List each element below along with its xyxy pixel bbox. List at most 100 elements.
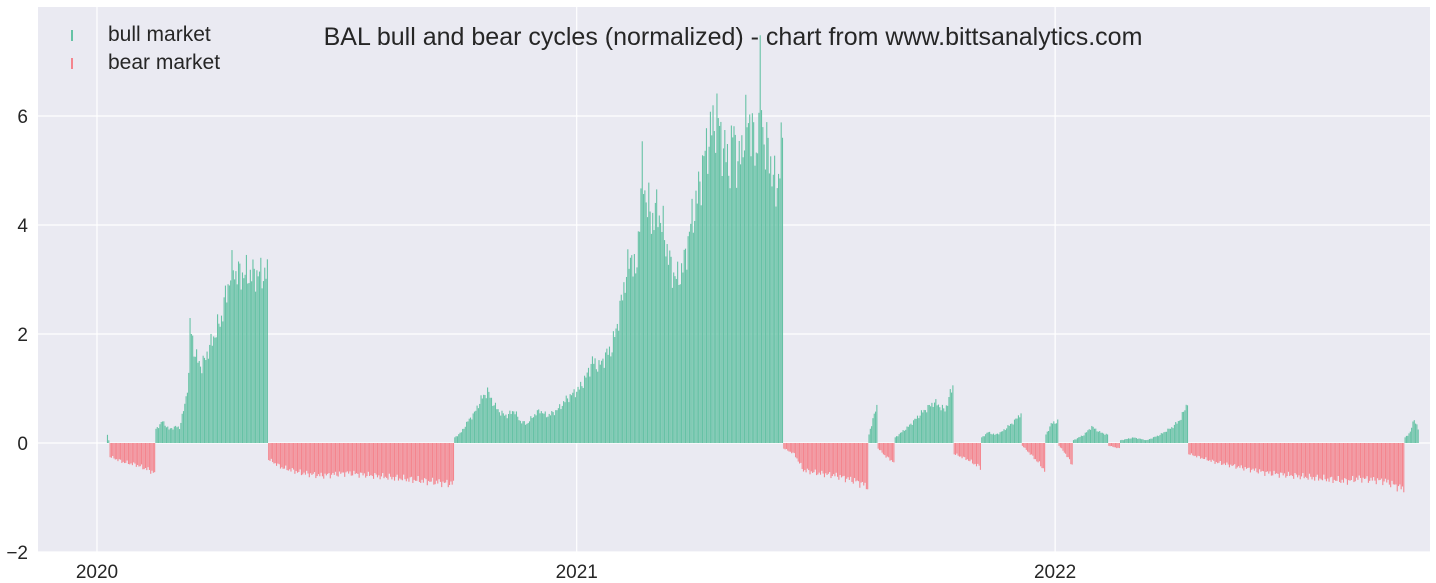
bull-bar [207, 358, 209, 443]
bull-bar [266, 259, 268, 443]
bear-bar [784, 443, 786, 450]
bear-bar [383, 443, 385, 479]
bear-bar [1198, 443, 1200, 457]
bull-bar [1015, 418, 1017, 443]
bull-bar [873, 413, 875, 443]
bull-bar [1074, 439, 1076, 443]
bull-bar [580, 381, 582, 443]
bear-bar [150, 443, 152, 474]
bull-bar [1129, 438, 1131, 443]
bear-bar [152, 443, 154, 473]
bear-bar [813, 443, 815, 473]
bull-bar [203, 357, 206, 443]
bull-bar [176, 427, 178, 443]
bull-bar [197, 362, 199, 443]
bull-bar [619, 300, 621, 443]
bear-bar [1283, 443, 1286, 474]
bull-bar [1407, 435, 1409, 443]
bear-bar [1339, 443, 1341, 482]
bear-bar [1266, 443, 1269, 472]
bull-bar [540, 411, 542, 443]
bear-bar [1295, 443, 1297, 475]
bear-bar [403, 443, 405, 475]
bull-bar [734, 134, 736, 443]
bull-bar [504, 415, 506, 443]
bull-bar [487, 387, 489, 443]
bear-bar [1344, 443, 1346, 479]
bull-bar [582, 387, 584, 443]
bull-bar [682, 272, 684, 443]
bull-bar [589, 376, 591, 443]
bear-bar [1303, 443, 1305, 479]
bull-bar [493, 405, 495, 443]
bull-bar [591, 356, 593, 443]
bull-bar [456, 436, 458, 443]
bear-bar [1342, 443, 1345, 483]
bull-bar [721, 175, 723, 444]
bull-bar [665, 256, 667, 443]
bear-bar [1403, 443, 1405, 493]
bull-bar [686, 269, 688, 443]
bear-bar [413, 443, 415, 480]
bear-bar [1197, 443, 1199, 456]
bull-bar [251, 281, 253, 443]
bear-bar [1395, 443, 1397, 485]
bull-bar [948, 397, 950, 443]
bull-bar [911, 424, 913, 443]
bull-bar [940, 410, 942, 443]
bear-bar [1239, 443, 1241, 468]
bull-bar [780, 122, 782, 443]
bull-bar [633, 254, 635, 443]
bear-bar [844, 443, 846, 483]
bull-bar [910, 423, 912, 443]
bull-bar [522, 421, 524, 443]
bear-bar [283, 443, 285, 469]
bull-bar [1141, 439, 1143, 443]
bull-bar [466, 421, 468, 443]
bull-bar [194, 356, 196, 443]
bear-bar [1211, 443, 1213, 460]
bull-bar [1095, 428, 1097, 443]
bull-bar [521, 423, 523, 443]
bull-bar [944, 411, 946, 443]
bull-bar [605, 352, 607, 443]
bull-bar [476, 405, 478, 443]
bear-bar [1243, 443, 1245, 471]
bear-bar [325, 443, 327, 476]
bull-bar [941, 404, 943, 443]
bear-bar [1327, 443, 1329, 479]
bull-bar [464, 426, 466, 443]
bull-bar [1175, 422, 1177, 443]
bear-bar [438, 443, 440, 480]
bull-bar [165, 427, 167, 443]
bull-bar [936, 405, 938, 443]
bull-bar [593, 363, 595, 443]
bear-bar [154, 443, 156, 473]
bull-bar [728, 175, 730, 444]
bull-bar [190, 333, 192, 443]
bull-bar [180, 422, 182, 443]
bull-bar [740, 164, 742, 443]
bear-bar [392, 443, 394, 478]
bull-bar [210, 333, 212, 443]
bull-bar [658, 215, 660, 443]
bear-bar [1396, 443, 1398, 492]
bull-bar [692, 232, 694, 443]
bull-bar [1120, 440, 1122, 443]
bear-bar [273, 443, 275, 464]
bear-bar [1278, 443, 1280, 478]
bear-bar [387, 443, 389, 480]
bear-bar [1042, 443, 1044, 469]
bull-bar [1104, 434, 1106, 443]
bull-bar [1124, 439, 1126, 443]
bear-bar [117, 443, 119, 462]
bull-bar [1003, 429, 1005, 443]
bull-bar [192, 335, 194, 443]
bull-bar [628, 268, 630, 443]
bear-bar [1332, 443, 1334, 483]
bear-bar [1117, 443, 1119, 448]
bull-bar [632, 276, 634, 443]
bear-bar [1244, 443, 1246, 468]
bull-bar [875, 411, 877, 443]
bear-bar [802, 443, 805, 472]
